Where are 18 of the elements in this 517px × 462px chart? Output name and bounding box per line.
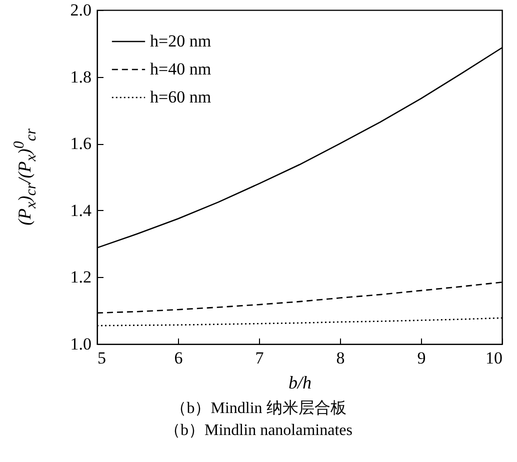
y-tick-label: 2.0 [70, 0, 92, 20]
y-tick-label: 1.8 [70, 67, 92, 86]
x-tick-label: 5 [98, 348, 106, 368]
x-tick-label: 9 [417, 348, 426, 368]
x-tick-label: 10 [486, 348, 502, 368]
y-tick-label: 1.6 [70, 134, 92, 154]
legend-label: h=40 nm [150, 60, 212, 78]
legend-label: h=20 nm [150, 32, 212, 50]
text: （b）Mindlin 纳米层合板 [170, 398, 348, 419]
text: （b）Mindlin nanolaminates [164, 421, 354, 441]
x-axis-title: b/h [288, 372, 312, 392]
x-tick-label: 6 [174, 348, 183, 368]
y-tick-label: 1.0 [70, 334, 92, 354]
y-tick-label: 1.4 [70, 200, 92, 220]
y-tick-label: 1.2 [70, 268, 92, 287]
x-tick-label: 8 [336, 348, 345, 368]
x-tick-label: 7 [255, 348, 264, 368]
legend-label: h=60 nm [150, 88, 212, 106]
